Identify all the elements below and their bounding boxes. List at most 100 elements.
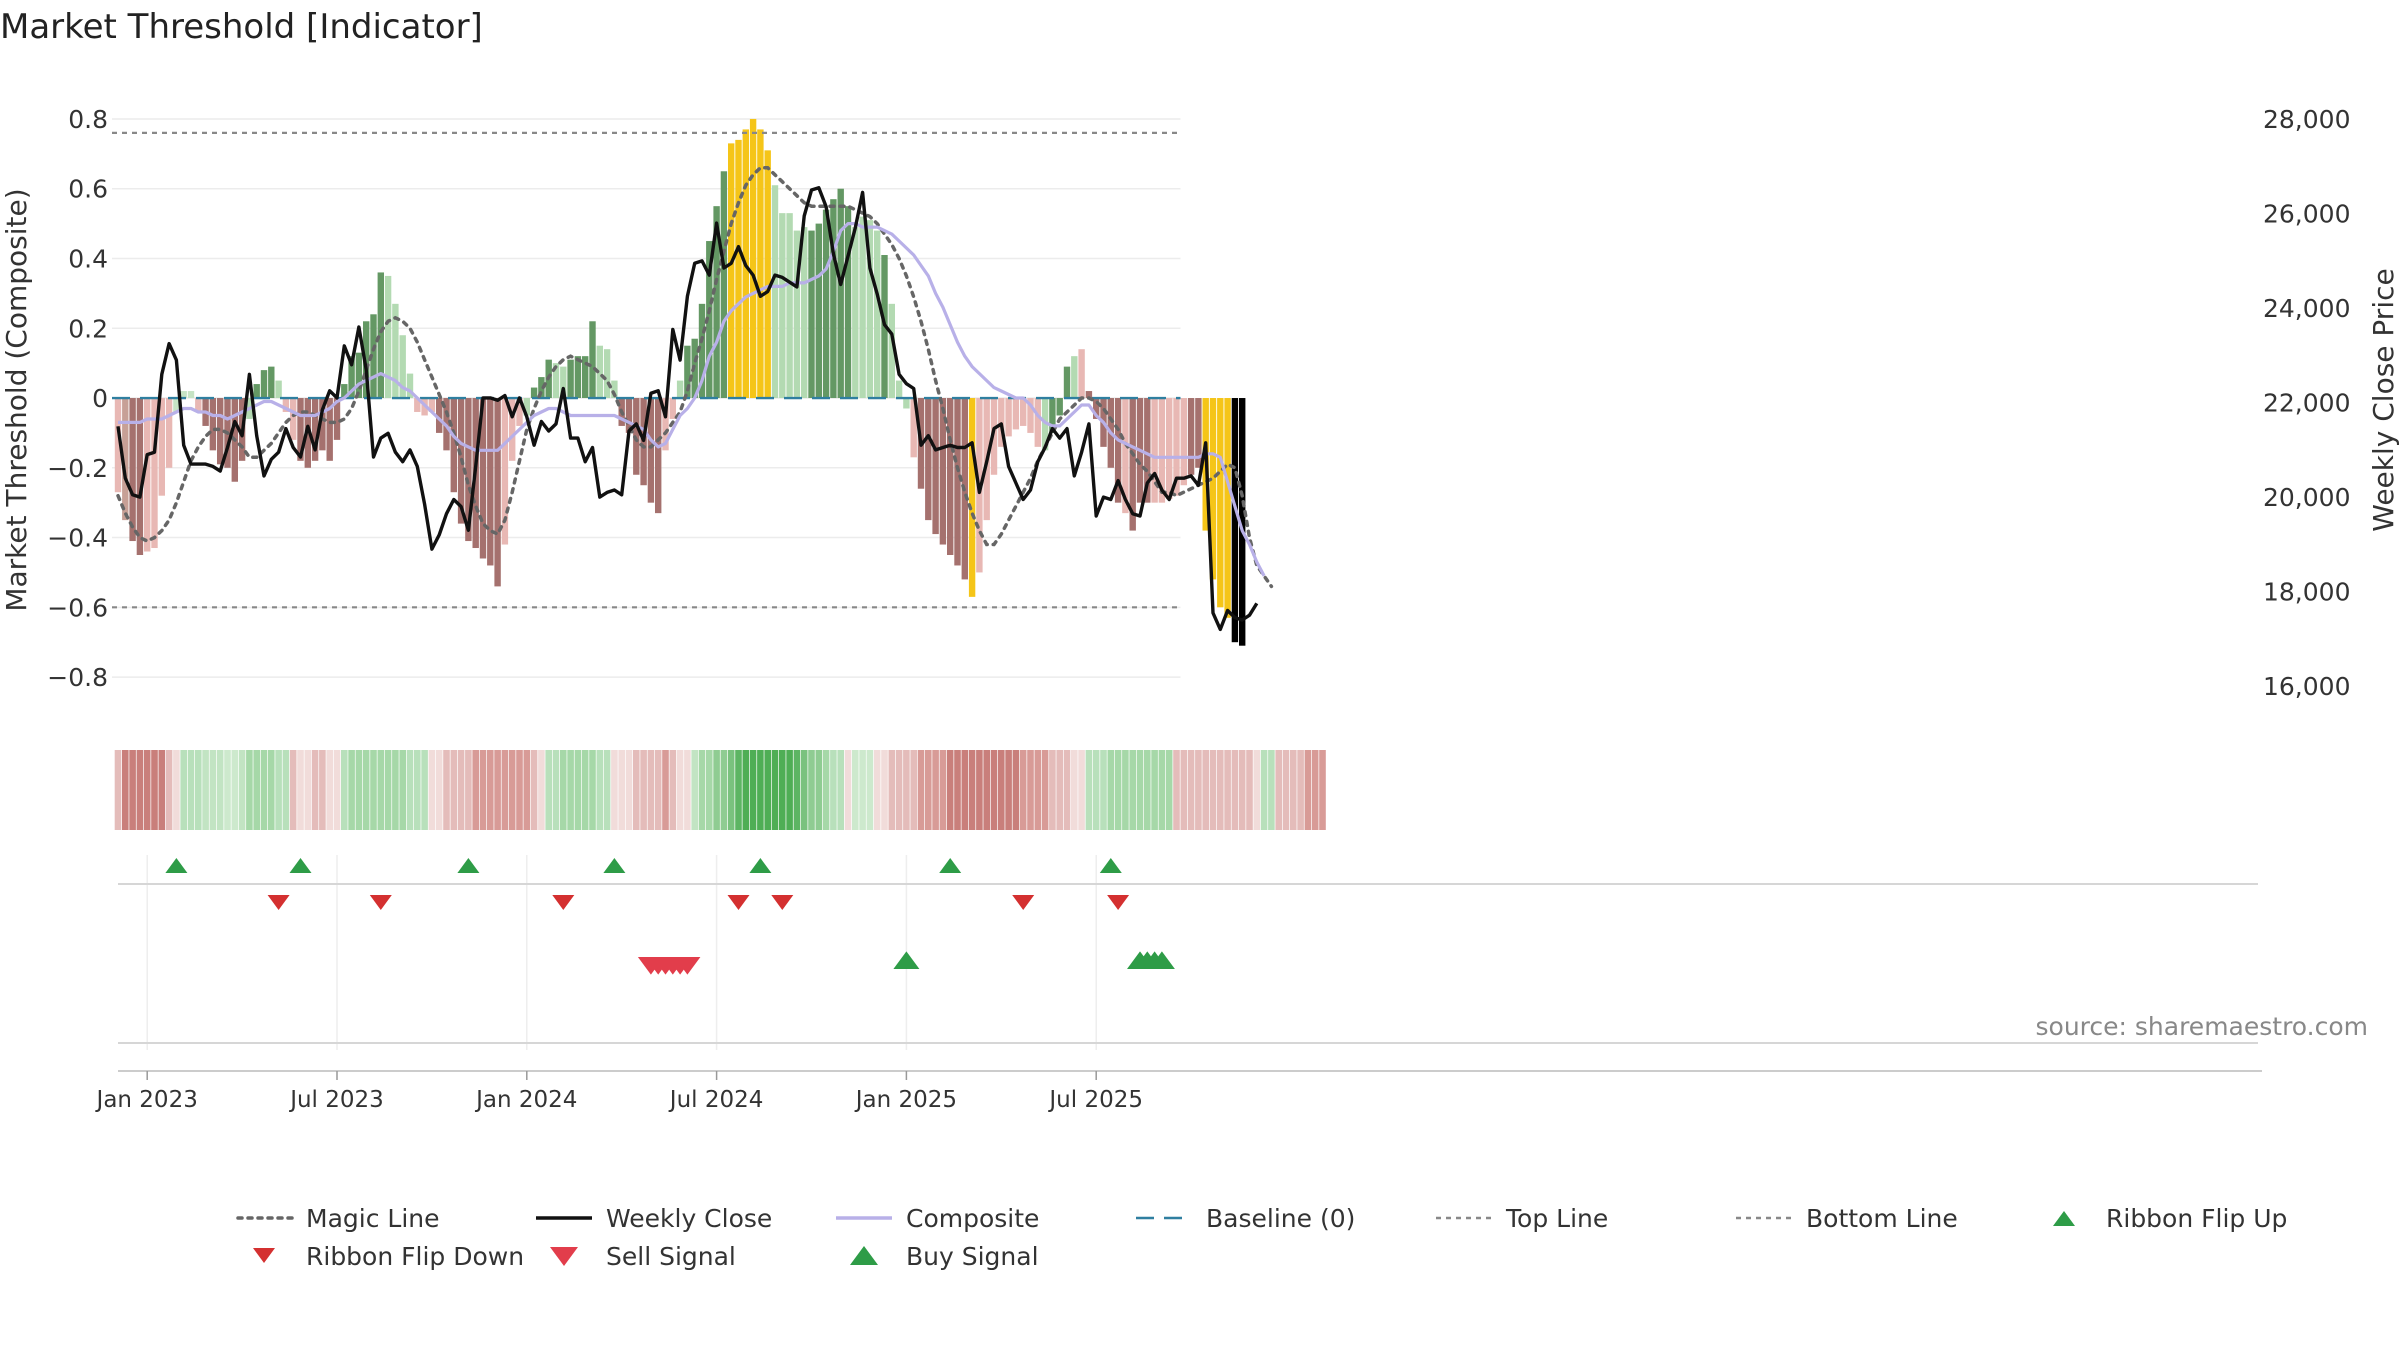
ribbon-cell	[326, 750, 333, 830]
composite-bar	[968, 398, 976, 597]
ribbon-cell	[362, 750, 370, 830]
composite-bar	[165, 398, 173, 468]
ribbon-cell	[516, 750, 523, 830]
ribbon-cell	[866, 750, 874, 830]
ribbon-cell	[552, 750, 560, 830]
composite-bar	[436, 398, 443, 433]
ribbon-cell	[1092, 750, 1100, 830]
composite-bar	[589, 321, 596, 399]
composite-bar	[530, 387, 538, 399]
ribbon-cell	[1290, 750, 1297, 830]
ribbon-cell	[1005, 750, 1012, 830]
composite-bar	[311, 398, 319, 461]
ribbon-cell	[530, 750, 538, 830]
composite-bar	[428, 398, 436, 412]
composite-bar	[859, 216, 866, 399]
composite-bar	[888, 303, 895, 399]
ribbon-flip-up-marker	[457, 858, 480, 873]
ribbon-cell	[392, 750, 399, 830]
composite-bar	[1129, 398, 1136, 531]
ribbon-cell	[158, 750, 166, 830]
ribbon-cell	[143, 750, 151, 830]
legend-swatch	[550, 1247, 578, 1267]
legend-item: Top Line	[1436, 1204, 1608, 1233]
composite-bar	[450, 398, 457, 493]
y-tick-label: −0.2	[47, 454, 108, 483]
composite-bar	[516, 398, 523, 426]
ribbon-cell	[202, 750, 209, 830]
ribbon-cell	[888, 750, 896, 830]
y2-tick-label: 28,000	[2263, 105, 2350, 134]
ribbon-cell	[457, 750, 465, 830]
ribbon-cell	[596, 750, 604, 830]
ribbon-cell	[669, 750, 677, 830]
composite-bar	[1005, 398, 1012, 437]
composite-bar	[1173, 398, 1180, 496]
composite-bar	[406, 373, 414, 399]
ribbon-cell	[881, 750, 888, 830]
ribbon-cell	[253, 750, 260, 830]
chart-title: Market Threshold [Indicator]	[0, 7, 483, 47]
ribbon-cell	[1224, 750, 1231, 830]
composite-bar	[355, 352, 363, 399]
composite-bar	[523, 398, 530, 416]
composite-bar	[209, 398, 217, 451]
ribbon-cell	[946, 750, 954, 830]
ribbon-cell	[1144, 750, 1151, 830]
ribbon-cell	[297, 750, 304, 830]
ribbon-cell	[611, 750, 618, 830]
ribbon-cell	[618, 750, 625, 830]
composite-bar	[925, 398, 932, 521]
ribbon-cell	[589, 750, 596, 830]
composite-bar	[253, 384, 260, 399]
composite-bar	[1239, 398, 1246, 646]
composite-bar	[297, 398, 304, 461]
ribbon-flip-up-marker	[165, 858, 188, 873]
legend-item: Composite	[836, 1204, 1039, 1233]
composite-bar	[392, 303, 399, 399]
ribbon-cell	[1071, 750, 1078, 830]
composite-bar	[676, 380, 684, 399]
ribbon-cell	[560, 750, 567, 830]
ribbon-flip-down-marker	[771, 895, 794, 910]
ribbon-cell	[625, 750, 633, 830]
ribbon-cell	[1260, 750, 1268, 830]
composite-bar	[947, 398, 954, 555]
ribbon-cell	[574, 750, 582, 830]
ribbon-cell	[231, 750, 239, 830]
composite-bar	[1012, 398, 1020, 430]
ribbon-cell	[903, 750, 910, 830]
composite-bar	[173, 398, 180, 412]
ribbon-cell	[910, 750, 917, 830]
ribbon-cell	[742, 750, 750, 830]
composite-bar	[260, 370, 268, 399]
ribbon-cell	[633, 750, 640, 830]
ribbon-cell	[749, 750, 757, 830]
composite-bar	[603, 349, 611, 399]
composite-bar	[801, 227, 808, 399]
ribbon-cell	[713, 750, 720, 830]
composite-bar	[874, 230, 881, 399]
ribbon-cell	[822, 750, 830, 830]
ribbon-cell	[450, 750, 458, 830]
composite-bar	[158, 398, 165, 496]
composite-bar	[1151, 398, 1158, 503]
composite-bar	[903, 398, 910, 409]
ribbon-cell	[538, 750, 545, 830]
composite-bar	[129, 398, 136, 542]
composite-bar	[1114, 398, 1122, 503]
ribbon-cell	[859, 750, 866, 830]
legend-item: Ribbon Flip Up	[2053, 1204, 2287, 1233]
ribbon-cell	[1041, 750, 1049, 830]
ribbon-cell	[187, 750, 195, 830]
composite-bar	[866, 220, 874, 399]
ribbon-cell	[764, 750, 771, 830]
x-tick-label: Jan 2024	[474, 1087, 577, 1113]
ribbon-cell	[1268, 750, 1275, 830]
composite-bar	[326, 398, 333, 461]
composite-bar	[655, 398, 662, 514]
ribbon-cell	[304, 750, 312, 830]
ribbon-flip-up-marker	[289, 858, 312, 873]
ribbon-cell	[976, 750, 983, 830]
